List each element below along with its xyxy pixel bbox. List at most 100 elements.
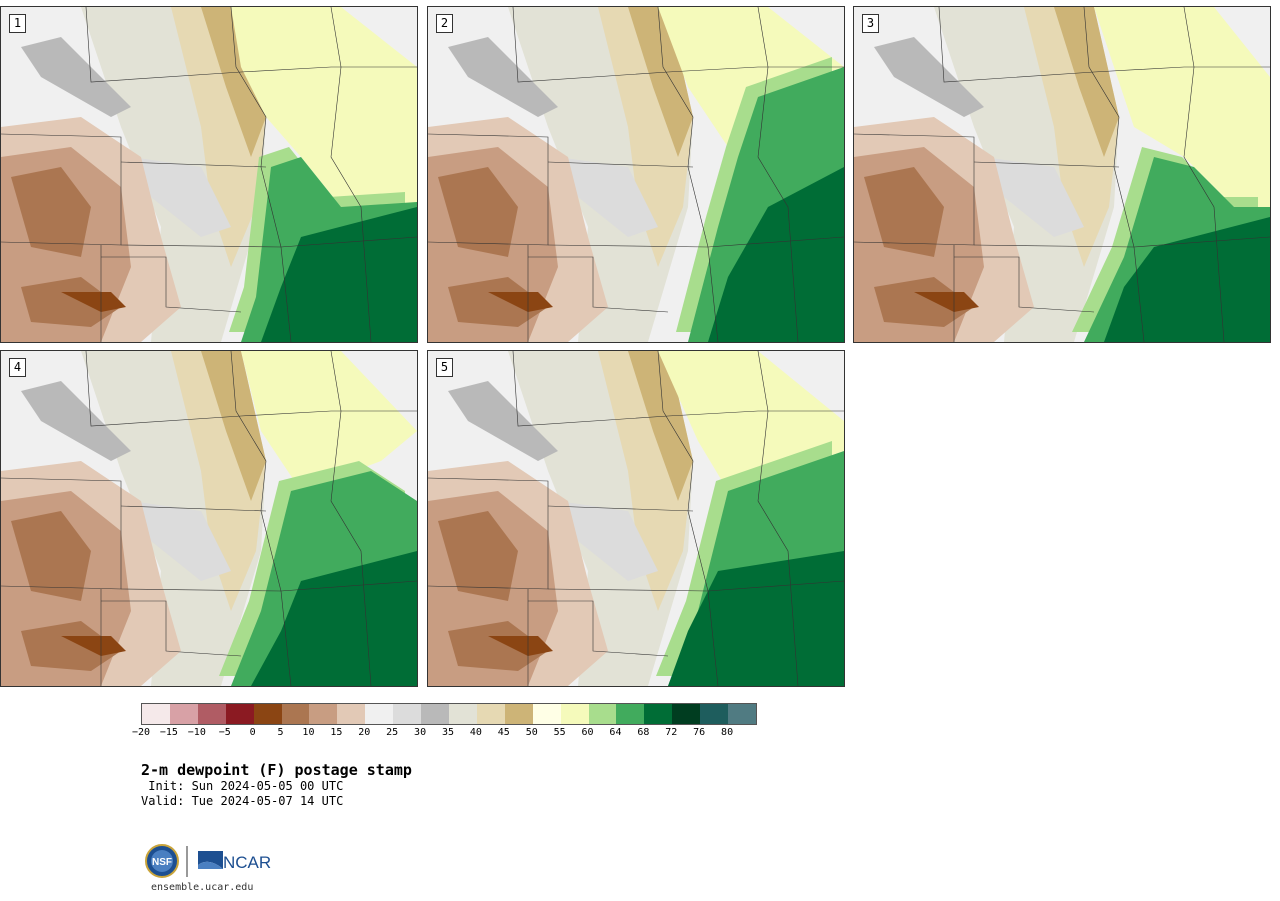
colorbar-swatch (393, 704, 422, 724)
state-boundary (547, 161, 694, 168)
dry-region (914, 292, 979, 312)
colorbar-swatch (644, 704, 673, 724)
state-boundary (1, 133, 122, 246)
moist-dark-green (251, 551, 417, 686)
dry-region (448, 277, 548, 327)
panel-label: 1 (9, 14, 26, 33)
state-boundary (330, 7, 372, 342)
moist-dark-green (261, 207, 417, 342)
moist-dark-green (668, 551, 844, 686)
colorbar-tick-label: 20 (358, 727, 371, 738)
colorbar-swatch (281, 704, 310, 724)
panel-label: 3 (862, 14, 879, 33)
colorbar-tick-label: 50 (525, 727, 538, 738)
map-panel-3: 3 (853, 6, 1271, 343)
colorbar-tick-label: 15 (330, 727, 343, 738)
state-boundary (757, 351, 799, 686)
colorbar-swatch (476, 704, 505, 724)
map-panel-5: 5 (427, 350, 845, 687)
nsf-ncar-logo: NSF NCAR (143, 843, 273, 879)
dry-region (488, 636, 553, 656)
tan-band-dark (1054, 7, 1119, 157)
state-boundary (954, 256, 1095, 313)
dry-region (11, 511, 91, 601)
dry-region (448, 621, 548, 671)
gray-streak (448, 37, 558, 117)
moist-yellow (241, 351, 417, 491)
state-boundary (230, 351, 292, 686)
state-boundary (1093, 66, 1270, 73)
state-boundary (85, 351, 242, 427)
state-boundary (973, 161, 1120, 168)
state-boundary (120, 505, 267, 512)
colorbar-tick-label: −15 (159, 727, 178, 738)
state-boundary (240, 66, 417, 73)
state-boundary (512, 351, 669, 427)
state-boundary (101, 256, 242, 313)
colorbar-swatch (504, 704, 533, 724)
colorbar-tick-label: 60 (581, 727, 594, 738)
gray-streak (21, 381, 131, 461)
colorbar-tick-label: 30 (414, 727, 427, 738)
colorbar-tick-label: −5 (218, 727, 231, 738)
colorbar-swatch (309, 704, 338, 724)
state-boundary (428, 477, 549, 590)
colorbar-tick-label: 76 (693, 727, 706, 738)
tan-band-dark (201, 351, 266, 501)
gray-streak (558, 501, 658, 581)
state-boundary (938, 7, 1095, 83)
dry-region (61, 292, 126, 312)
tan-band-dark (201, 7, 266, 157)
map-field (428, 351, 844, 686)
state-boundary (240, 410, 417, 417)
tan-band-dark (628, 351, 693, 501)
colorbar-tick-label: 25 (386, 727, 399, 738)
colorbar-tick-label: −20 (131, 727, 151, 738)
valid-time: Valid: Tue 2024-05-07 14 UTC (141, 794, 344, 808)
ncar-logo-text: NCAR (223, 853, 271, 872)
moist-dark-green (708, 167, 844, 342)
colorbar-tick-label: 72 (665, 727, 678, 738)
map-panel-1: 1 (0, 6, 418, 343)
dry-region (61, 636, 126, 656)
colorbar-swatch (728, 704, 756, 724)
nsf-logo-text: NSF (152, 857, 172, 868)
colorbar-swatch (448, 704, 477, 724)
colorbar-tick-label: 64 (609, 727, 622, 738)
state-boundary (528, 600, 669, 657)
colorbar-tick-label: −10 (187, 727, 206, 738)
colorbar-tick-label: 35 (441, 727, 455, 738)
colorbar-tick-label: 45 (497, 727, 510, 738)
state-boundary (85, 7, 242, 83)
state-boundary (657, 7, 719, 342)
state-boundary (1083, 7, 1145, 342)
moist-dark-green (1104, 217, 1270, 342)
map-field (428, 7, 844, 342)
state-boundary (657, 351, 719, 686)
moist-yellow (658, 7, 844, 147)
state-boundary (1, 477, 122, 590)
moist-yellow (231, 7, 417, 207)
gray-streak (131, 501, 231, 581)
map-field (854, 7, 1270, 342)
gray-streak (558, 157, 658, 237)
state-boundary (230, 7, 292, 342)
state-boundary (757, 7, 799, 342)
colorbar-tick-label: 40 (469, 727, 482, 738)
tan-band-dark (628, 7, 693, 157)
dry-region (21, 277, 121, 327)
colorbar-swatch (225, 704, 254, 724)
panel-label: 5 (436, 358, 453, 377)
dry-region (864, 167, 944, 257)
state-boundary (667, 410, 844, 417)
colorbar-swatch (142, 704, 170, 724)
init-time: Init: Sun 2024-05-05 00 UTC (141, 779, 344, 793)
colorbar-swatch (337, 704, 366, 724)
colorbar-ticks: −20 −15 −10 −5 0 5 10 15 20 25 30 35 40 45 50 55 60 64 68 7… (132, 727, 761, 741)
colorbar-tick-label: 68 (637, 727, 650, 738)
state-boundary (854, 133, 975, 246)
gray-streak (874, 37, 984, 117)
moist-yellow (1094, 7, 1270, 207)
panel-label: 4 (9, 358, 26, 377)
gray-streak (21, 37, 131, 117)
